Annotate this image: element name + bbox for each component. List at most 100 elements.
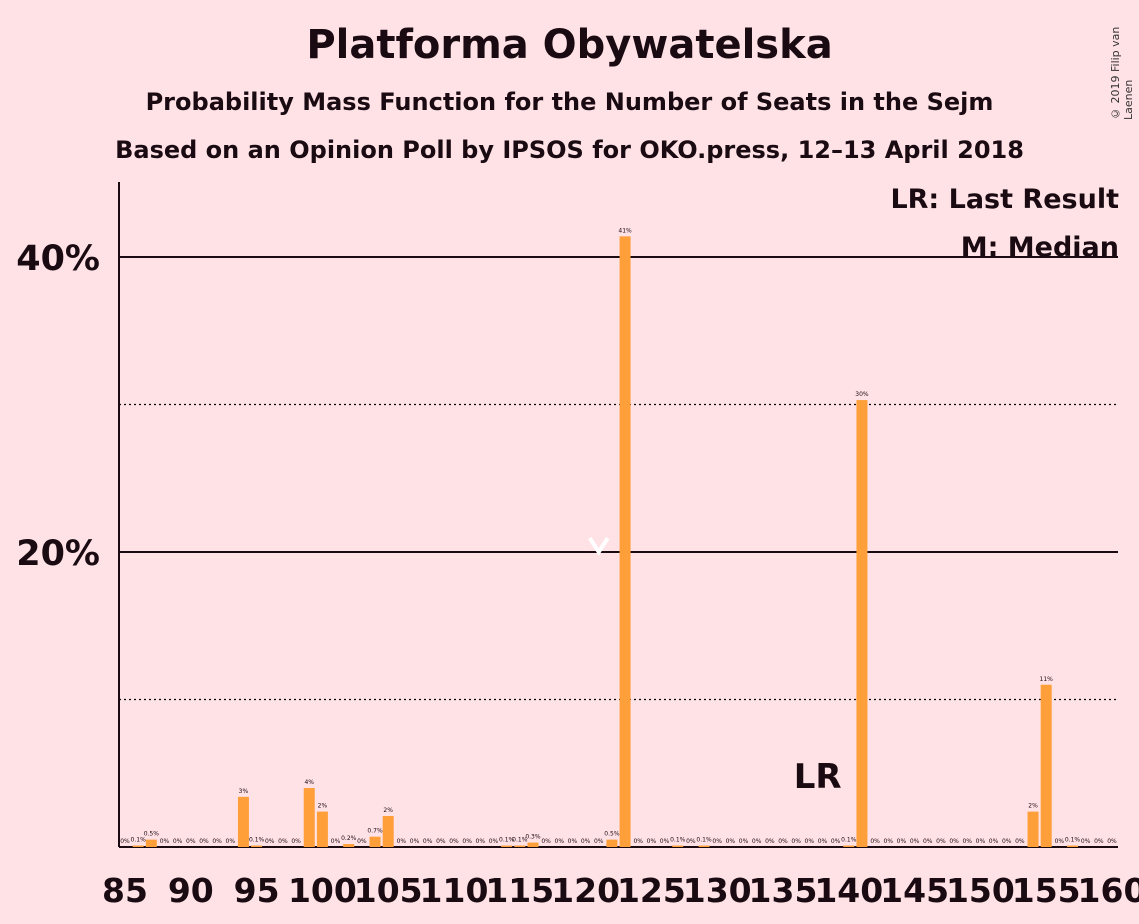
legend-last-result: LR: Last Result — [890, 184, 1119, 215]
bar-value-label: 0% — [633, 838, 643, 845]
bar-seat-105 — [382, 816, 394, 847]
bar-value-label: 0.1% — [249, 837, 265, 844]
bar-value-label: 0% — [436, 838, 446, 845]
x-tick-label: 105 — [354, 871, 423, 910]
bar-seat-114 — [501, 845, 513, 847]
bar-value-label: 0.5% — [604, 831, 620, 838]
bar-seat-100 — [316, 811, 328, 847]
bar-value-label: 0% — [805, 838, 815, 845]
bar-value-label: 0% — [568, 838, 578, 845]
x-tick-label: 85 — [102, 871, 148, 910]
bar-seat-115 — [514, 845, 526, 847]
bar-value-label: 0% — [462, 838, 472, 845]
bar-value-label: 0% — [1094, 838, 1104, 845]
y-tick-label: 20% — [16, 534, 100, 574]
bar-value-label: 0% — [962, 838, 972, 845]
chart-subtitle-source: Based on an Opinion Poll by IPSOS for OK… — [115, 136, 1024, 164]
bar-seat-127 — [672, 845, 684, 847]
bar-value-label: 0% — [726, 838, 736, 845]
bar-value-label: 11% — [1040, 676, 1054, 683]
bar-value-label: 0% — [818, 838, 828, 845]
bar-value-label: 0% — [778, 838, 788, 845]
bar-value-label: 0% — [160, 838, 170, 845]
bar-value-label: 0% — [897, 838, 907, 845]
bar-value-label: 0% — [449, 838, 459, 845]
bar-value-label: 0% — [1002, 838, 1012, 845]
bar-value-label: 0% — [831, 838, 841, 845]
bar-seat-141 — [856, 400, 868, 847]
bar-value-label: 0% — [397, 838, 407, 845]
bar-value-label: 0% — [686, 838, 696, 845]
bar-value-label: 0% — [423, 838, 433, 845]
x-tick-label: 125 — [617, 871, 686, 910]
bar-value-label: 0% — [1081, 838, 1091, 845]
bar-value-label: 0% — [541, 838, 551, 845]
bar-value-label: 0% — [884, 838, 894, 845]
bar-seat-123 — [619, 236, 631, 848]
bar-value-label: 0.7% — [367, 828, 383, 835]
x-tick-label: 150 — [946, 871, 1015, 910]
bar-value-label: 0.1% — [696, 837, 712, 844]
bar-value-label: 0% — [712, 838, 722, 845]
bar-value-label: 0.3% — [525, 834, 541, 841]
bar-seat-155 — [1040, 684, 1052, 847]
bar-seat-140 — [843, 845, 855, 847]
x-tick-label: 140 — [814, 871, 883, 910]
bar-value-label: 0% — [949, 838, 959, 845]
bar-value-label: 0% — [331, 838, 341, 845]
bar-value-label: 30% — [855, 391, 869, 398]
bar-value-label: 0% — [357, 838, 367, 845]
x-tick-label: 95 — [234, 871, 280, 910]
bar-value-label: 0% — [739, 838, 749, 845]
x-tick-label: 155 — [1012, 871, 1081, 910]
bar-value-label: 2% — [318, 803, 328, 810]
bar-seat-86 — [132, 845, 144, 847]
x-tick-label: 130 — [683, 871, 752, 910]
bar-value-label: 2% — [1028, 803, 1038, 810]
bar-value-label: 0% — [120, 838, 130, 845]
x-tick-label: 135 — [749, 871, 818, 910]
bar-value-label: 0% — [910, 838, 920, 845]
median-marker — [588, 536, 610, 556]
bar-value-label: 2% — [383, 807, 393, 814]
bar-value-label: 0% — [936, 838, 946, 845]
bar-value-label: 41% — [618, 227, 632, 234]
x-tick-label: 110 — [420, 871, 489, 910]
bar-value-label: 0.1% — [670, 837, 686, 844]
bar-value-label: 0.1% — [1065, 837, 1081, 844]
chart-subtitle: Probability Mass Function for the Number… — [145, 88, 994, 116]
bar-value-label: 0% — [291, 838, 301, 845]
y-tick-label: 40% — [16, 239, 100, 279]
x-tick-label: 145 — [880, 871, 949, 910]
bar-value-label: 0% — [976, 838, 986, 845]
bar-value-label: 0% — [647, 838, 657, 845]
bar-value-label: 0% — [555, 838, 565, 845]
bar-value-label: 0.1% — [841, 837, 857, 844]
bar-value-label: 0% — [265, 838, 275, 845]
bar-value-label: 0.1% — [512, 837, 528, 844]
x-tick-label: 115 — [485, 871, 554, 910]
bar-value-label: 0% — [476, 838, 486, 845]
bar-seat-116 — [527, 842, 539, 847]
bar-value-label: 0% — [1015, 838, 1025, 845]
last-result-marker: LR — [794, 757, 842, 797]
x-tick-label: 120 — [551, 871, 620, 910]
bar-value-label: 3% — [239, 788, 249, 795]
bar-value-label: 0% — [186, 838, 196, 845]
bar-value-label: 4% — [304, 779, 314, 786]
bar-value-label: 0% — [173, 838, 183, 845]
x-tick-label: 160 — [1078, 871, 1139, 910]
bar-value-label: 0.5% — [144, 831, 160, 838]
bar-value-label: 0% — [226, 838, 236, 845]
bar-seat-154 — [1027, 811, 1039, 847]
bar-seat-102 — [343, 844, 355, 847]
bar-value-label: 0% — [791, 838, 801, 845]
bar-value-label: 0% — [870, 838, 880, 845]
bar-value-label: 0% — [660, 838, 670, 845]
bar-seat-87 — [145, 839, 157, 847]
bar-value-label: 0% — [923, 838, 933, 845]
bar-value-label: 0% — [581, 838, 591, 845]
x-tick-label: 90 — [168, 871, 214, 910]
bar-value-label: 0.1% — [499, 837, 515, 844]
